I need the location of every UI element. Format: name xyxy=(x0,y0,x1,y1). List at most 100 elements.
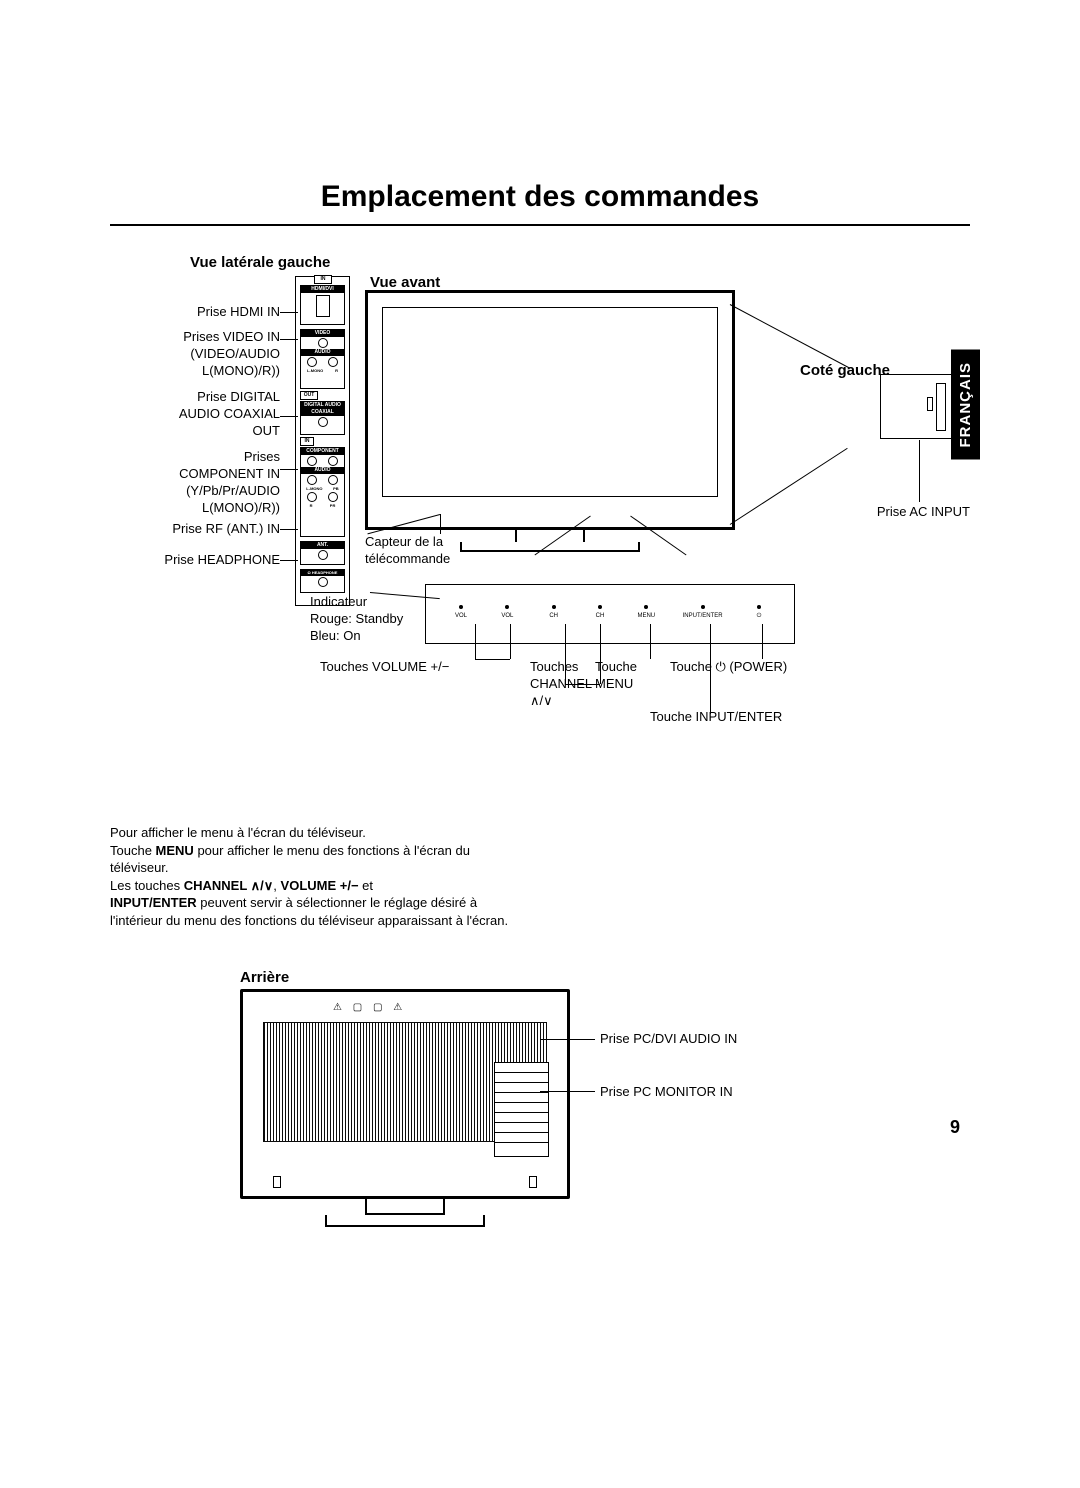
manual-page: Emplacement des commandes FRANÇAIS 9 Vue… xyxy=(0,0,1080,1488)
explain-l3a: Les touches xyxy=(110,878,184,893)
callout-volume: Touches VOLUME +/− xyxy=(320,659,449,676)
rca-jack-icon xyxy=(307,357,317,367)
tv-rear-neck xyxy=(365,1199,445,1215)
jack-out-badge: OUT xyxy=(300,391,318,400)
leader-line xyxy=(565,684,600,685)
rca-jack-icon xyxy=(318,417,328,427)
tv-edge-icon xyxy=(936,383,946,431)
tv-screen xyxy=(382,307,718,497)
jack-digital-label: DIGITAL AUDIO xyxy=(301,402,344,409)
leader-line xyxy=(730,304,850,368)
coax-jack-icon xyxy=(318,550,328,560)
jack-lmono-label: L-MONO xyxy=(307,368,323,373)
jack-r-label: R xyxy=(335,368,338,373)
leader-line xyxy=(280,529,298,530)
leader-line xyxy=(440,514,441,534)
tv-rear-base xyxy=(325,1215,485,1227)
leader-line xyxy=(475,659,510,660)
tv-neck xyxy=(515,530,585,542)
rca-jack-icon xyxy=(328,475,338,485)
callout-pc-monitor: Prise PC MONITOR IN xyxy=(600,1084,733,1101)
explain-l2b: MENU xyxy=(156,843,194,858)
rear-foot-hole-icon xyxy=(273,1176,281,1188)
leader-line xyxy=(600,624,601,684)
callout-menu: Touche MENU xyxy=(595,659,637,693)
jack-pr-label: PR xyxy=(330,503,336,508)
callout-component: Prises COMPONENT IN (Y/Pb/Pr/AUDIO L(MON… xyxy=(110,449,280,517)
leader-line xyxy=(730,448,848,525)
explanatory-paragraph: Pour afficher le menu à l'écran du télév… xyxy=(110,824,530,929)
leader-line xyxy=(280,469,298,470)
label-left-side-view: Vue latérale gauche xyxy=(190,254,330,271)
rca-jack-icon xyxy=(307,475,317,485)
jack-pb-label: PB xyxy=(333,486,339,491)
upper-diagram: Vue latérale gauche Vue avant Coté gauch… xyxy=(110,254,970,814)
rear-foot-hole-icon xyxy=(529,1176,537,1188)
leader-line xyxy=(280,312,298,313)
callout-pc-audio: Prise PC/DVI AUDIO IN xyxy=(600,1031,737,1048)
leader-line xyxy=(280,560,298,561)
tv-rear-view: ⚠ ▢ ▢ ⚠ xyxy=(240,989,570,1224)
jack-hdmi-label: HDMI/DVI xyxy=(301,286,344,293)
callout-remote-sensor: Capteur de la télécommande xyxy=(365,534,450,568)
title-rule xyxy=(110,224,970,226)
jack-hp-label: HEADPHONE xyxy=(312,570,338,575)
jack-video-label: VIDEO xyxy=(301,330,344,337)
callout-headphone: Prise HEADPHONE xyxy=(110,552,280,569)
btn-ch-down: CH xyxy=(539,605,569,620)
jack-lmono2-label: L-MONO xyxy=(306,486,322,491)
callout-indicator: Indicateur Rouge: Standby Bleu: On xyxy=(310,594,403,645)
jack-in-badge: IN xyxy=(314,275,332,284)
side-jack-panel: IN HDMI/DVI VIDEO AUDIO L-MONO R OUT DIGI… xyxy=(295,276,350,606)
explain-l4a: INPUT/ENTER xyxy=(110,895,197,910)
leader-line xyxy=(762,624,763,659)
label-rear-view: Arrière xyxy=(240,969,289,986)
explain-l3e: et xyxy=(359,878,373,893)
callout-rf: Prise RF (ANT.) IN xyxy=(110,521,280,538)
jack-audio2-label: AUDIO xyxy=(301,467,344,474)
leader-line xyxy=(280,339,298,340)
explain-l3d: VOLUME +/− xyxy=(281,878,359,893)
leader-line xyxy=(475,624,476,659)
callout-power: Touche ⏻ (POWER) xyxy=(670,659,787,676)
explain-line1: Pour afficher le menu à l'écran du télév… xyxy=(110,825,366,840)
rear-diagram: Arrière ⚠ ▢ ▢ ⚠ Prise PC/DVI AUDIO IN Pr… xyxy=(110,969,970,1269)
left-side-detail xyxy=(880,374,960,439)
jack-audio-label: AUDIO xyxy=(301,349,344,356)
headphone-jack-icon xyxy=(318,577,328,587)
leader-line xyxy=(565,624,566,684)
jack-r2-label: R xyxy=(310,503,313,508)
jack-coaxial-label: COAXIAL xyxy=(301,409,344,416)
rca-jack-icon xyxy=(318,338,328,348)
button-row: VOL VOL CH CH MENU INPUT/ENTER ⏻ xyxy=(446,605,774,620)
leader-line xyxy=(919,440,920,502)
btn-vol-plus: VOL xyxy=(492,605,522,620)
leader-line xyxy=(280,416,298,417)
callout-ac-input: Prise AC INPUT xyxy=(877,504,970,521)
explain-l3c: , xyxy=(273,878,280,893)
warning-icons: ⚠ ▢ ▢ ⚠ xyxy=(333,1002,406,1013)
callout-hdmi: Prise HDMI IN xyxy=(110,304,280,321)
leader-line xyxy=(510,624,511,659)
callout-input-enter: Touche INPUT/ENTER xyxy=(650,709,782,726)
tv-front-view xyxy=(365,290,735,552)
tv-frame xyxy=(365,290,735,530)
rca-jack-icon xyxy=(328,456,338,466)
rca-jack-icon xyxy=(307,492,317,502)
jack-component-label: COMPONENT xyxy=(301,448,344,455)
explain-l3b: CHANNEL ∧/∨ xyxy=(184,878,274,893)
rca-jack-icon xyxy=(307,456,317,466)
tv-rear-outer: ⚠ ▢ ▢ ⚠ xyxy=(240,989,570,1199)
leader-line xyxy=(540,1039,595,1040)
rca-jack-icon xyxy=(328,492,338,502)
callout-video-in: Prises VIDEO IN (VIDEO/AUDIO L(MONO)/R)) xyxy=(110,329,280,380)
leader-line xyxy=(540,1091,595,1092)
ac-input-icon xyxy=(927,397,933,411)
page-title: Emplacement des commandes xyxy=(110,180,970,214)
leader-line xyxy=(650,624,651,659)
btn-power: ⏻ xyxy=(744,605,774,620)
rear-io-plate xyxy=(494,1062,549,1157)
explain-l2a: Touche xyxy=(110,843,156,858)
jack-in2-badge: IN xyxy=(300,437,314,446)
label-front-view: Vue avant xyxy=(370,274,440,291)
